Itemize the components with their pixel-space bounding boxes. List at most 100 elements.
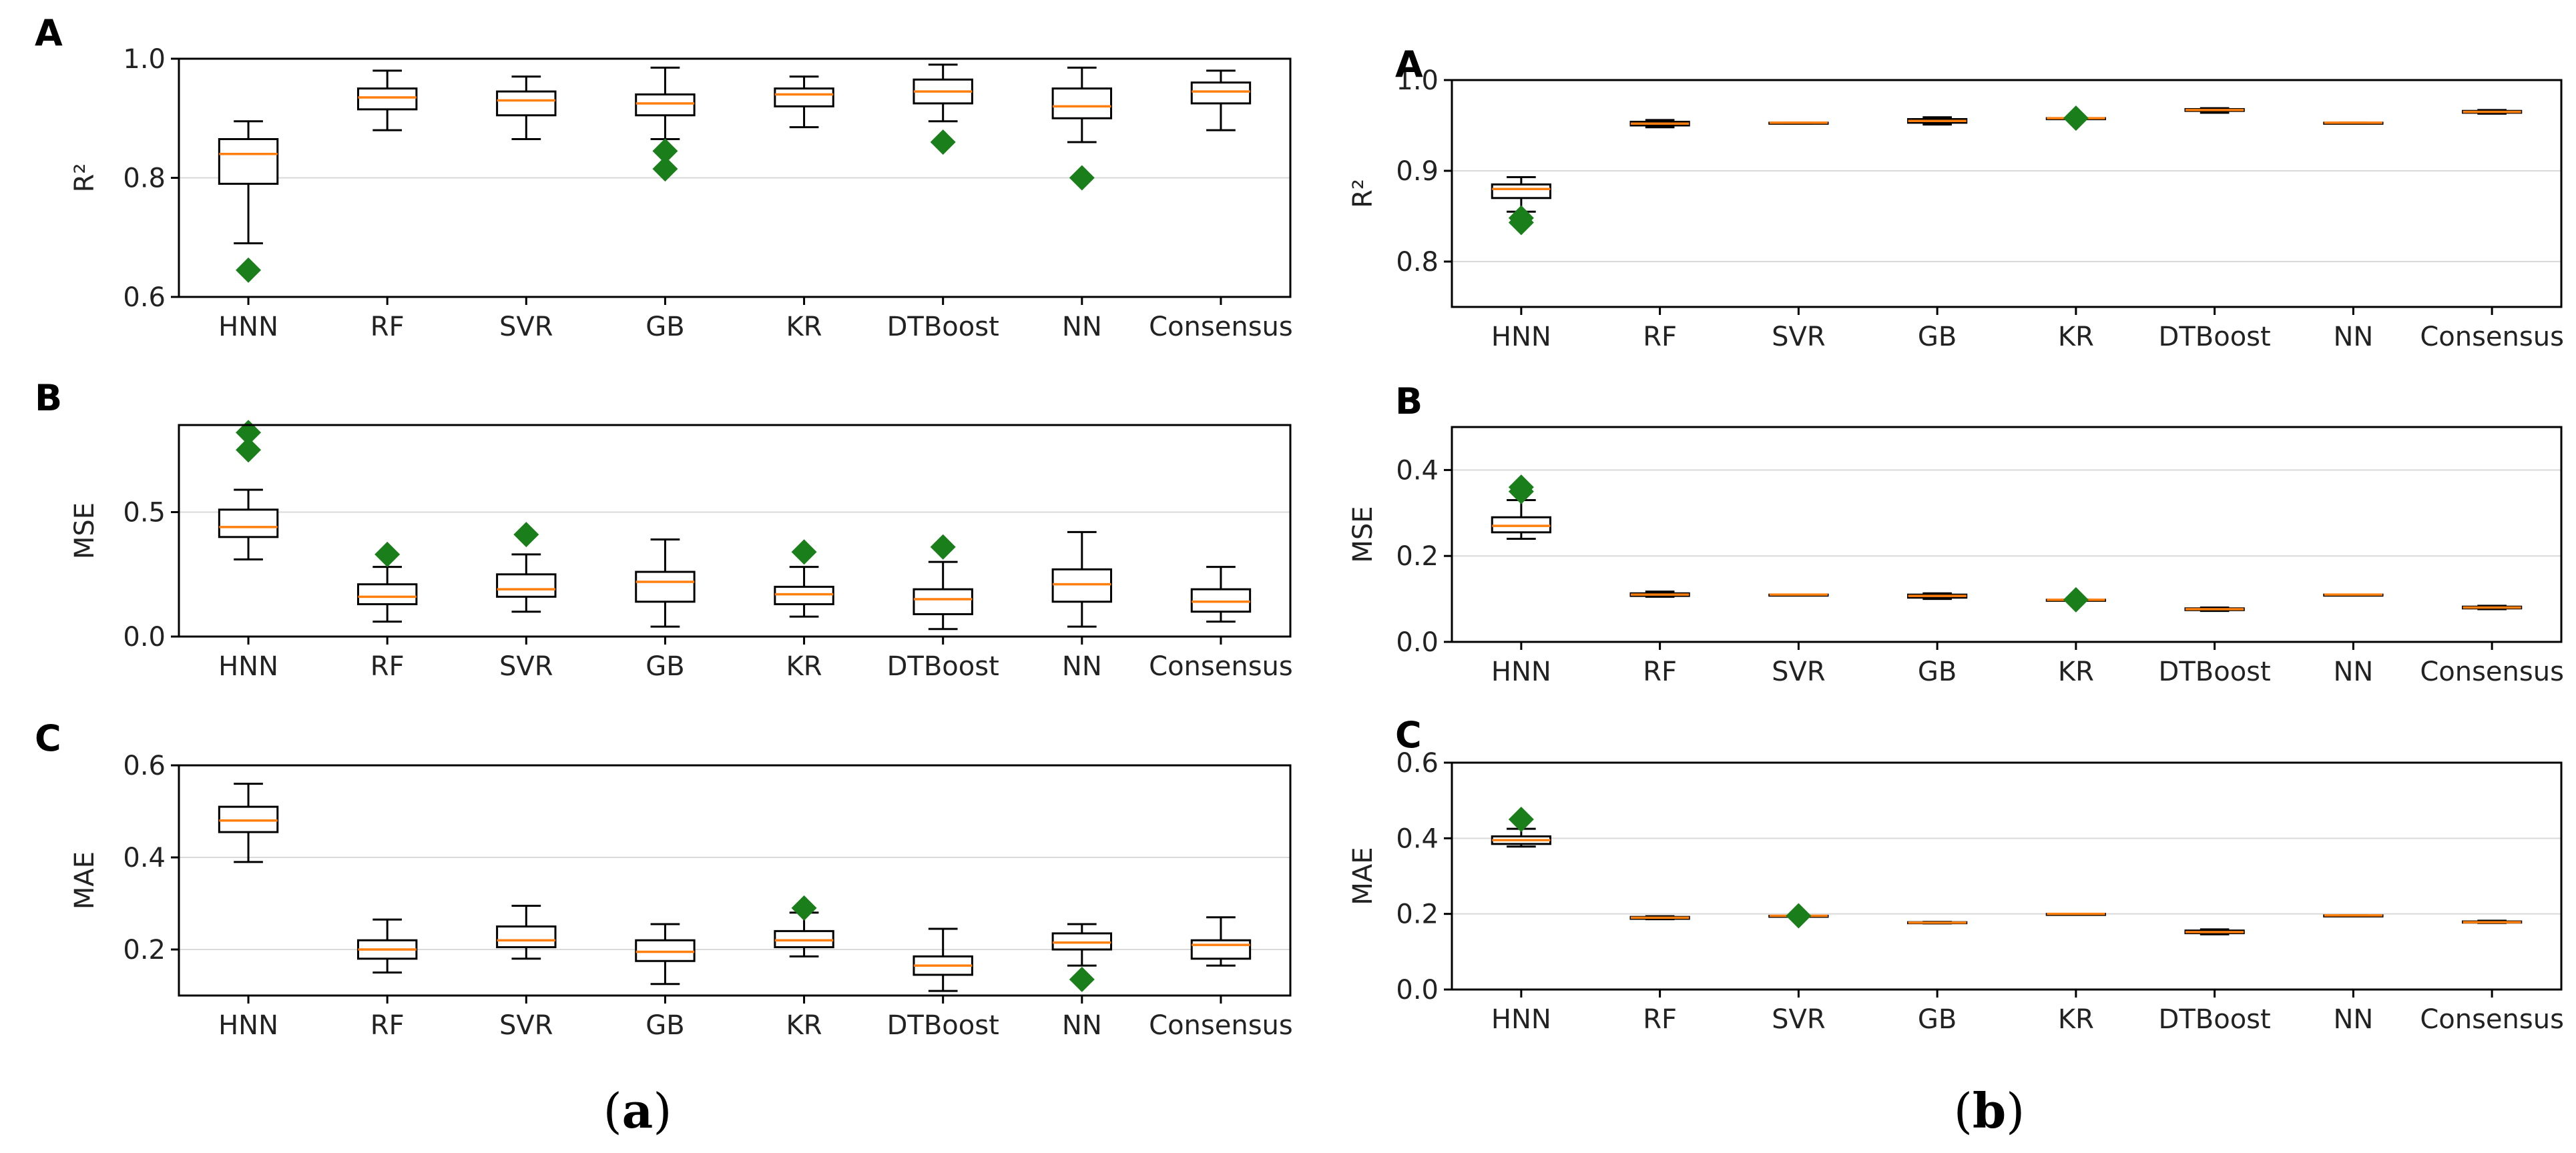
plot-a-c-box-svr — [496, 904, 557, 960]
plot-a-b-xtick-label-0: HNN — [218, 651, 278, 682]
outlier-marker-0 — [791, 539, 817, 565]
plot-a-b-ytick-label-1: 0.5 — [123, 498, 166, 528]
iqr-box — [218, 508, 279, 538]
plot-a-a-panel-letter: A — [35, 12, 63, 54]
plot-b-b-ytick-label-2: 0.4 — [1396, 455, 1439, 486]
plot-b-a-xtick-label-0: HNN — [1491, 322, 1551, 352]
iqr-box — [496, 573, 557, 598]
plot-a-b-box-hnn — [218, 420, 279, 560]
iqr-box — [1190, 939, 1252, 960]
outlier-marker-0 — [2063, 587, 2089, 613]
outlier-marker-0 — [374, 541, 401, 567]
plot-a-a-xtick-label-3: GB — [646, 312, 684, 342]
plot-a-a: 0.6 0.8 1.0 HNN RF SVR GB KR DTBoost NN Consensus R… — [35, 12, 1293, 342]
plot-a-a-ytick-label-1: 0.8 — [123, 163, 166, 194]
caption-b-letter: b — [1973, 1082, 2006, 1139]
plot-b-c-box-rf — [1629, 915, 1690, 921]
iqr-box — [496, 90, 557, 117]
iqr-box — [774, 87, 834, 107]
plot-a-b-box-dtboost — [913, 534, 973, 631]
plot-b-a-box-svr — [1768, 121, 1829, 125]
plot-a-a-box-gb — [635, 66, 696, 182]
plot-b-b-frame — [1451, 426, 2563, 643]
plot-b-b-box-consensus — [2461, 605, 2523, 611]
plot-a-b-ytick-label-0: 0.0 — [123, 622, 166, 653]
iqr-box — [1190, 81, 1252, 105]
plot-b-c-box-svr — [1768, 903, 1829, 929]
plot-a-c-panel-letter: C — [35, 717, 61, 759]
plot-a-b-xtick-label-5: DTBoost — [887, 651, 999, 682]
plot-a-c-xtick-label-7: Consensus — [1149, 1010, 1293, 1041]
plots-layer: 0.6 0.8 1.0 HNN RF SVR GB KR DTBoost NN Consensus R… — [35, 12, 2564, 1041]
plot-a-c-box-dtboost — [913, 927, 973, 992]
plot-a-c-xtick-label-0: HNN — [218, 1010, 278, 1041]
plot-a-b-xtick-label-1: RF — [370, 651, 405, 682]
plot-b-a-xtick-label-3: GB — [1918, 322, 1957, 352]
svg-text:(b): (b) — [1954, 1082, 2025, 1139]
plot-a-a-xtick-label-6: NN — [1062, 312, 1102, 342]
plot-a-a-xtick-label-0: HNN — [218, 312, 278, 342]
plot-b-b: 0.0 0.2 0.4 HNN RF SVR GB KR DTBoost NN Consensus M… — [1348, 380, 2564, 687]
plot-b-a-box-kr — [2045, 105, 2107, 131]
plot-a-c-xtick-label-3: GB — [646, 1010, 684, 1041]
plot-a-b-box-nn — [1051, 530, 1113, 628]
plot-b-c-xtick-label-3: GB — [1918, 1004, 1957, 1035]
plot-a-a-box-dtboost — [913, 63, 973, 155]
plot-b-a-box-nn — [2323, 121, 2384, 125]
outlier-marker-0 — [930, 534, 956, 560]
plot-b-a-ytick-label-2: 1.0 — [1396, 65, 1439, 96]
plot-a-a-xtick-label-5: DTBoost — [887, 312, 999, 342]
plot-a-b-xtick-label-2: SVR — [499, 651, 553, 682]
plot-b-a: 0.8 0.9 1.0 HNN RF SVR GB KR DTBoost NN Consensus R… — [1348, 43, 2564, 352]
iqr-box — [774, 585, 834, 606]
plot-b-b-box-svr — [1768, 593, 1829, 597]
plot-b-b-ytick-label-1: 0.2 — [1396, 541, 1439, 572]
plot-a-b-box-consensus — [1190, 566, 1252, 623]
plot-a-a-ylabel: R² — [69, 163, 100, 193]
plot-a-c-ytick-label-1: 0.4 — [123, 843, 166, 873]
plot-a-c-xtick-label-5: DTBoost — [887, 1010, 999, 1041]
plot-b-c-box-hnn — [1491, 807, 1552, 848]
plot-b-b-xtick-label-2: SVR — [1772, 657, 1826, 687]
outlier-marker-0 — [791, 895, 817, 921]
plot-b-b-xtick-label-1: RF — [1643, 657, 1677, 687]
plot-a-b-xtick-label-3: GB — [646, 651, 684, 682]
plot-a-b-ylabel: MSE — [69, 502, 100, 559]
plot-a-c-xtick-label-6: NN — [1062, 1010, 1102, 1041]
plot-a-c-ytick-label-0: 0.2 — [123, 935, 166, 966]
caption-a-close: ) — [653, 1083, 672, 1139]
caption-a: (a) — [603, 1082, 672, 1139]
plot-a-c-box-gb — [635, 923, 696, 986]
plot-b-b-ylabel: MSE — [1348, 506, 1378, 562]
outlier-marker-0 — [236, 420, 262, 446]
plot-a-c-xtick-label-1: RF — [370, 1010, 405, 1041]
iqr-box — [496, 925, 557, 949]
plot-b-c: 0.0 0.2 0.4 0.6 HNN RF SVR GB KR DTBoost NN Consens… — [1348, 714, 2564, 1035]
outlier-marker-1 — [1508, 210, 1534, 236]
plot-a-a-box-hnn — [218, 120, 279, 283]
outlier-marker-0 — [930, 129, 956, 155]
outlier-marker-0 — [236, 257, 262, 283]
plot-a-b-panel-letter: B — [35, 377, 62, 419]
iqr-box — [635, 570, 696, 603]
plot-a-c-box-rf — [356, 918, 418, 974]
plot-b-c-frame — [1451, 761, 2563, 991]
plot-b-a-box-hnn — [1491, 176, 1552, 236]
plot-a-b-xtick-label-4: KR — [786, 651, 822, 682]
plot-a-c-box-hnn — [218, 783, 279, 863]
plot-b-a-xtick-label-6: NN — [2333, 322, 2373, 352]
outlier-marker-0 — [1786, 903, 1812, 929]
plot-a-b-box-svr — [496, 522, 557, 613]
plot-b-a-box-rf — [1629, 119, 1690, 129]
plot-b-c-box-dtboost — [2184, 928, 2245, 935]
plot-b-a-xtick-label-7: Consensus — [2420, 322, 2564, 352]
plot-a-c-ytick-label-2: 0.6 — [123, 751, 166, 781]
plot-a-a-xtick-label-2: SVR — [499, 312, 553, 342]
plot-b-b-box-gb — [1906, 592, 1968, 601]
plot-b-c-xtick-label-1: RF — [1643, 1004, 1677, 1035]
plot-b-c-ytick-label-2: 0.4 — [1396, 823, 1439, 854]
plot-b-c-xtick-label-5: DTBoost — [2159, 1004, 2271, 1035]
plot-a-a-box-kr — [774, 75, 834, 129]
iqr-box — [356, 87, 418, 111]
plot-b-c-ylabel: MAE — [1348, 847, 1378, 905]
